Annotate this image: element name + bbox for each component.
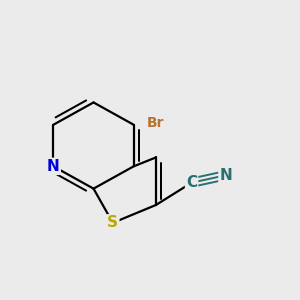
Text: C: C [186, 175, 197, 190]
Text: S: S [107, 215, 118, 230]
Text: N: N [219, 168, 232, 183]
Text: Br: Br [147, 116, 165, 130]
Text: N: N [47, 159, 60, 174]
